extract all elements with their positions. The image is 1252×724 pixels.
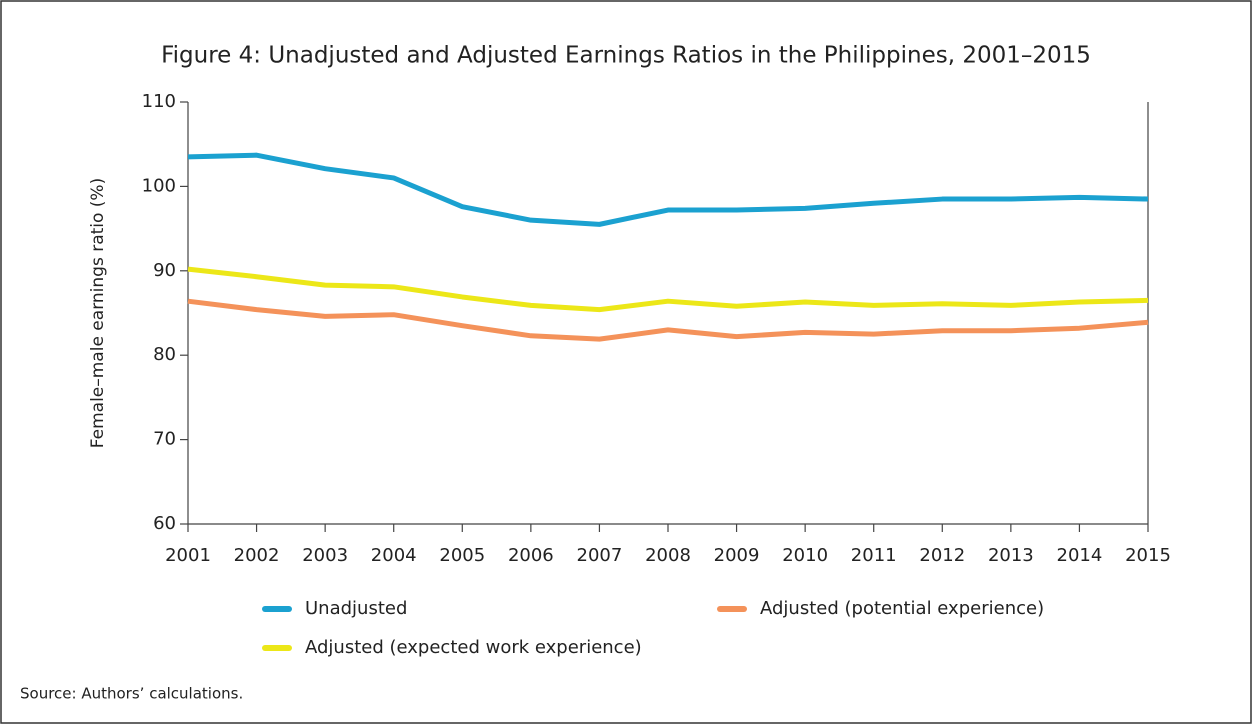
- x-tick-label: 2015: [1125, 545, 1171, 566]
- x-tick-label: 2013: [988, 545, 1034, 566]
- x-tick-label: 2004: [371, 545, 417, 566]
- x-tick-label: 2001: [165, 545, 211, 566]
- y-tick-label: 100: [142, 175, 176, 196]
- series-line: [187, 298, 1149, 342]
- y-tick-label: 80: [153, 344, 176, 365]
- x-tick-label: 2006: [508, 545, 554, 566]
- x-tick-label: 2005: [439, 545, 485, 566]
- series-line: [187, 266, 1149, 313]
- legend-label: Unadjusted: [305, 598, 407, 619]
- x-tick-label: 2008: [645, 545, 691, 566]
- y-tick-label: 60: [153, 513, 176, 534]
- y-tick-label: 90: [153, 260, 176, 281]
- x-tick-label: 2003: [302, 545, 348, 566]
- legend-label: Adjusted (potential experience): [760, 598, 1044, 619]
- legend-label: Adjusted (expected work experience): [305, 637, 642, 658]
- chart-title: Figure 4: Unadjusted and Adjusted Earnin…: [161, 43, 1091, 69]
- x-tick-label: 2007: [577, 545, 623, 566]
- x-tick-label: 2010: [782, 545, 828, 566]
- x-tick-label: 2002: [234, 545, 280, 566]
- x-tick-label: 2014: [1057, 545, 1103, 566]
- y-tick-label: 70: [153, 429, 176, 450]
- x-tick-label: 2011: [851, 545, 897, 566]
- y-tick-label: 110: [142, 91, 176, 112]
- series-line: [187, 152, 1149, 227]
- x-tick-label: 2009: [714, 545, 760, 566]
- source-note: Source: Authors’ calculations.: [20, 685, 243, 703]
- x-tick-label: 2012: [919, 545, 965, 566]
- y-axis-label: Female–male earnings ratio (%): [88, 178, 108, 448]
